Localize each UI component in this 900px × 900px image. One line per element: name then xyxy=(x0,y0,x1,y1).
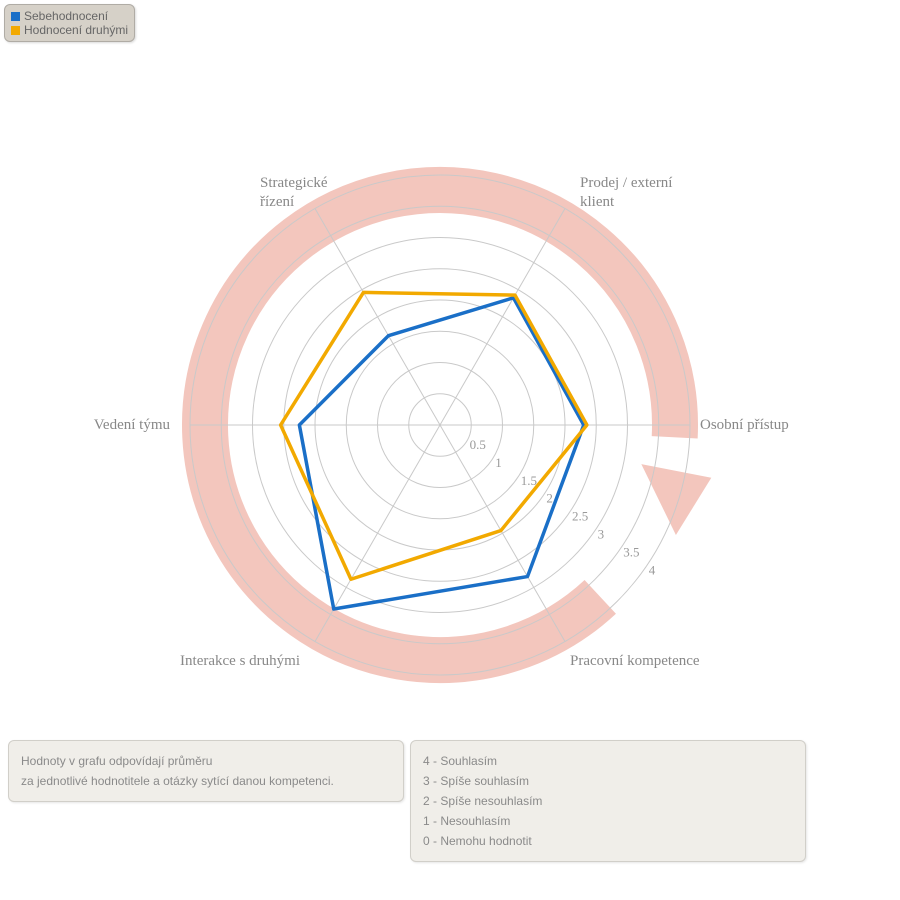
info-right-line-2: 2 - Spíše nesouhlasím xyxy=(423,791,793,811)
axis-label: Pracovní kompetence xyxy=(570,653,700,669)
tick-label: 2 xyxy=(546,491,553,506)
axis-label: Interakce s druhými xyxy=(180,653,300,669)
tick-label: 2.5 xyxy=(572,509,588,524)
axis-label: Osobní přístup xyxy=(700,417,789,433)
info-right-line-4: 0 - Nemohu hodnotit xyxy=(423,831,793,851)
tick-label: 4 xyxy=(649,562,656,577)
tick-label: 1 xyxy=(495,455,502,470)
info-note-left: Hodnoty v grafu odpovídají průměru za je… xyxy=(8,740,404,802)
tick-label: 0.5 xyxy=(470,437,486,452)
tick-label: 1.5 xyxy=(521,473,537,488)
info-left-line1: Hodnoty v grafu odpovídají průměru xyxy=(21,751,391,771)
info-right-line-3: 1 - Nesouhlasím xyxy=(423,811,793,831)
info-right-line-1: 3 - Spíše souhlasím xyxy=(423,771,793,791)
info-right-line-0: 4 - Souhlasím xyxy=(423,751,793,771)
axis-label: Prodej / externíklient xyxy=(580,175,672,210)
info-left-line2: za jednotlivé hodnotitele a otázky sytíc… xyxy=(21,771,391,791)
axis-label: Vedení týmu xyxy=(94,417,171,433)
info-note-right: 4 - Souhlasím 3 - Spíše souhlasím 2 - Sp… xyxy=(410,740,806,862)
grid-spoke xyxy=(440,208,565,425)
bg-arrow-head xyxy=(641,464,711,535)
grid-spoke xyxy=(440,425,565,642)
tick-label: 3.5 xyxy=(623,544,639,559)
tick-label: 3 xyxy=(598,527,605,542)
